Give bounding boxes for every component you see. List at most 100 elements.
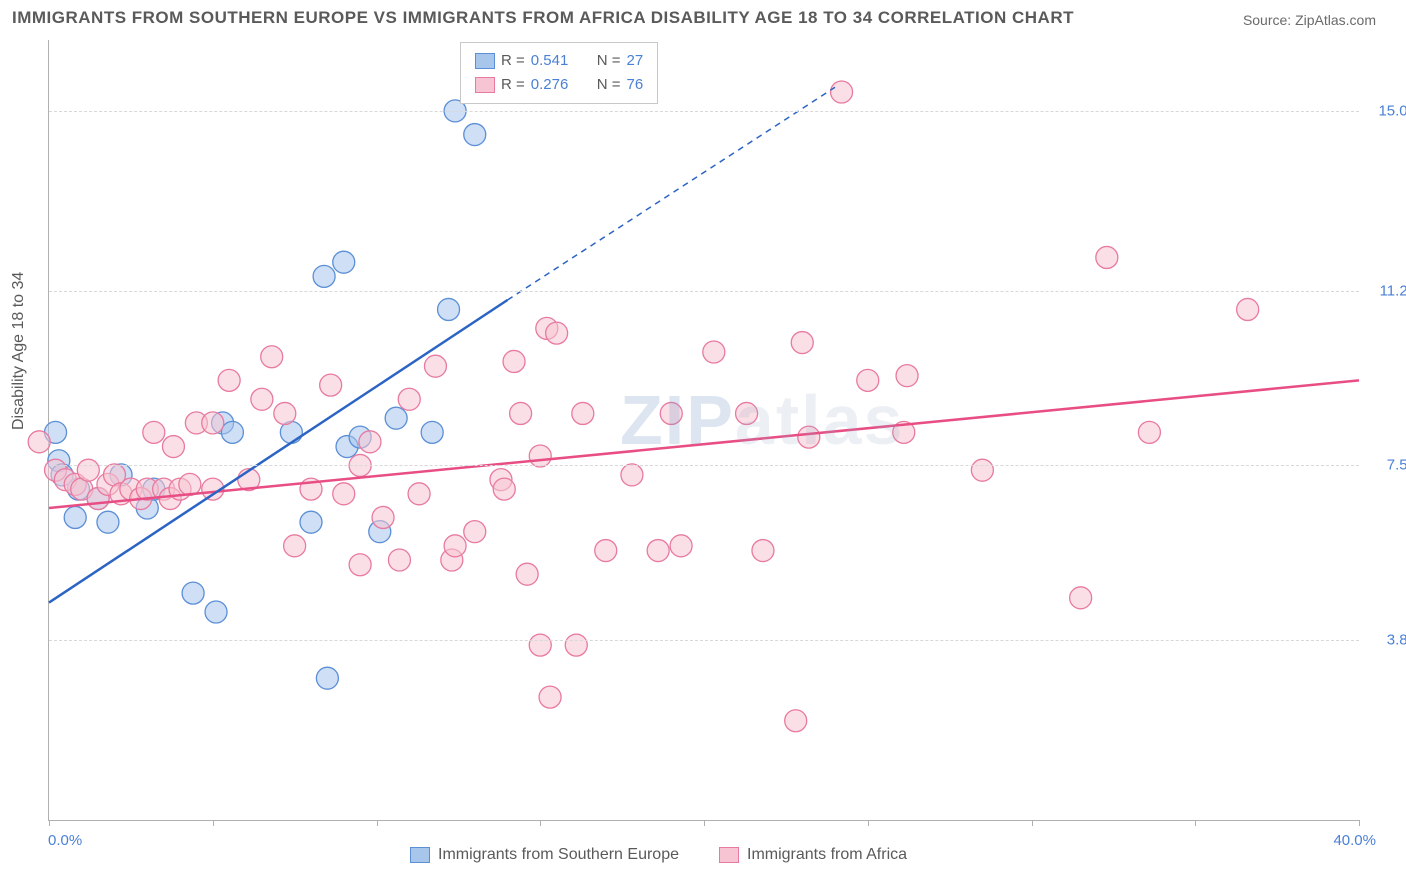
data-point	[546, 322, 568, 344]
source-label: Source:	[1243, 12, 1291, 28]
x-tick	[540, 820, 541, 826]
data-point	[1070, 587, 1092, 609]
data-point	[752, 540, 774, 562]
data-point	[831, 81, 853, 103]
data-point	[857, 369, 879, 391]
data-point	[595, 540, 617, 562]
data-point	[421, 421, 443, 443]
swatch-icon	[475, 53, 495, 69]
legend-row: R =0.541N =27	[475, 49, 643, 73]
data-point	[316, 667, 338, 689]
data-point	[359, 431, 381, 453]
data-point	[503, 350, 525, 372]
data-point	[791, 332, 813, 354]
data-point	[28, 431, 50, 453]
data-point	[621, 464, 643, 486]
data-point	[313, 265, 335, 287]
data-point	[179, 473, 201, 495]
swatch-icon	[475, 77, 495, 93]
data-point	[572, 402, 594, 424]
x-axis-max-label: 40.0%	[1333, 832, 1376, 849]
data-point	[408, 483, 430, 505]
y-tick-label: 3.8%	[1366, 632, 1406, 649]
x-tick	[1032, 820, 1033, 826]
data-point	[565, 634, 587, 656]
swatch-series1	[410, 847, 430, 863]
data-point	[143, 421, 165, 443]
legend-item-series2: Immigrants from Africa	[719, 846, 907, 864]
trendline-series1	[49, 300, 508, 603]
data-point	[444, 535, 466, 557]
x-tick	[704, 820, 705, 826]
trendline-series2	[49, 380, 1359, 508]
data-point	[1237, 298, 1259, 320]
r-value: 0.276	[531, 73, 581, 97]
data-point	[798, 426, 820, 448]
r-label: R =	[501, 73, 525, 97]
data-point	[221, 421, 243, 443]
data-point	[529, 445, 551, 467]
gridline	[49, 465, 1359, 466]
data-point	[1138, 421, 1160, 443]
legend-correlation: R =0.541N =27R =0.276N =76	[460, 42, 658, 104]
data-point	[300, 511, 322, 533]
y-axis-label: Disability Age 18 to 34	[10, 272, 28, 430]
data-point	[398, 388, 420, 410]
r-value: 0.541	[531, 49, 581, 73]
n-value: 76	[627, 73, 644, 97]
legend-label-series1: Immigrants from Southern Europe	[438, 846, 679, 864]
legend-series: Immigrants from Southern Europe Immigran…	[410, 846, 907, 864]
data-point	[97, 511, 119, 533]
data-point	[1096, 246, 1118, 268]
data-point	[464, 124, 486, 146]
data-point	[896, 365, 918, 387]
data-point	[529, 634, 551, 656]
data-point	[274, 402, 296, 424]
data-point	[385, 407, 407, 429]
trendline-series1-extension	[508, 87, 836, 300]
data-point	[77, 459, 99, 481]
y-tick-label: 11.2%	[1366, 282, 1406, 299]
data-point	[703, 341, 725, 363]
x-tick	[1359, 820, 1360, 826]
data-point	[284, 535, 306, 557]
legend-row: R =0.276N =76	[475, 73, 643, 97]
data-point	[971, 459, 993, 481]
x-tick	[377, 820, 378, 826]
data-point	[516, 563, 538, 585]
data-point	[320, 374, 342, 396]
swatch-series2	[719, 847, 739, 863]
data-point	[388, 549, 410, 571]
gridline	[49, 640, 1359, 641]
x-axis-min-label: 0.0%	[48, 832, 82, 849]
data-point	[670, 535, 692, 557]
chart-svg	[49, 40, 1359, 820]
x-tick	[868, 820, 869, 826]
data-point	[162, 436, 184, 458]
data-point	[510, 402, 532, 424]
data-point	[493, 478, 515, 500]
data-point	[438, 298, 460, 320]
data-point	[424, 355, 446, 377]
r-label: R =	[501, 49, 525, 73]
plot-area: 3.8%7.5%11.2%15.0%	[48, 40, 1359, 821]
data-point	[464, 521, 486, 543]
data-point	[202, 412, 224, 434]
data-point	[64, 506, 86, 528]
data-point	[647, 540, 669, 562]
x-tick	[1195, 820, 1196, 826]
data-point	[736, 402, 758, 424]
data-point	[372, 506, 394, 528]
data-point	[785, 710, 807, 732]
data-point	[333, 251, 355, 273]
y-tick-label: 15.0%	[1366, 102, 1406, 119]
data-point	[349, 554, 371, 576]
chart-title: IMMIGRANTS FROM SOUTHERN EUROPE VS IMMIG…	[12, 8, 1074, 28]
gridline	[49, 111, 1359, 112]
source-attribution: Source: ZipAtlas.com	[1243, 12, 1376, 28]
source-name: ZipAtlas.com	[1295, 12, 1376, 28]
data-point	[539, 686, 561, 708]
x-tick	[213, 820, 214, 826]
gridline	[49, 291, 1359, 292]
legend-label-series2: Immigrants from Africa	[747, 846, 907, 864]
